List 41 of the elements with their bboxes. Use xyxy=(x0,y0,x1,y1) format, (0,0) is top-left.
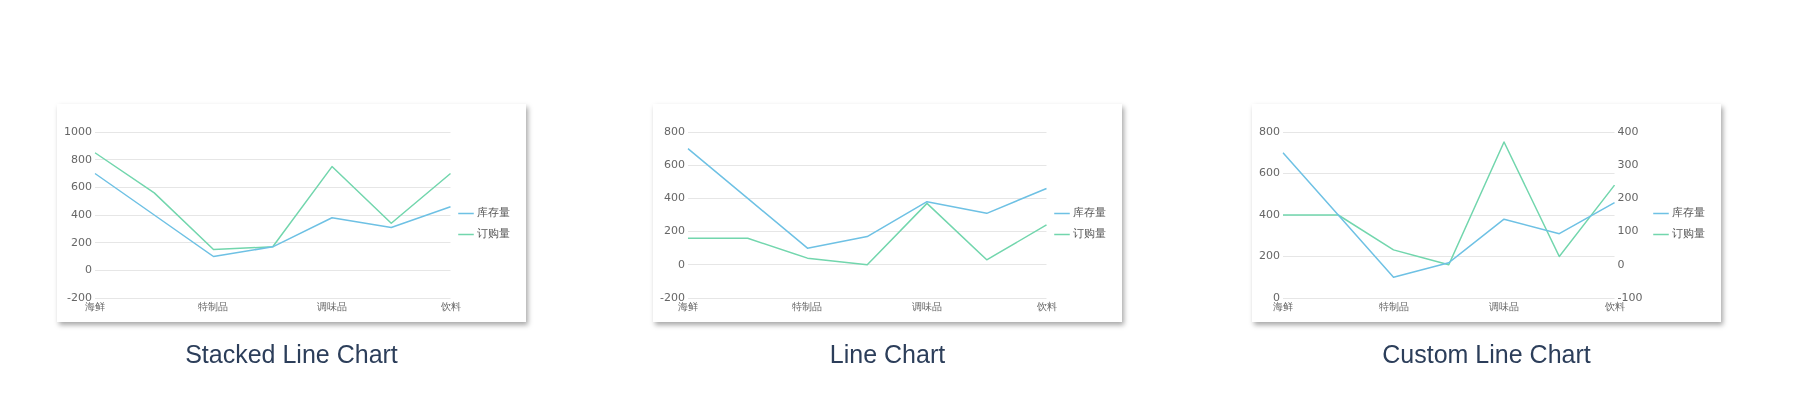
x-tick-label: 调味品 xyxy=(1489,300,1520,312)
y2-tick-label: 200 xyxy=(1617,191,1639,205)
x-tick-label: 特制品 xyxy=(792,300,823,312)
legend-label: 库存量 xyxy=(1672,206,1705,220)
text: Custom Line Chart xyxy=(1381,340,1592,369)
y-tick-label: 200 xyxy=(1259,249,1280,263)
x-tick-label: 饮料 xyxy=(1603,300,1625,312)
y-tick-label: 1000 xyxy=(63,124,92,138)
x-tick-label: 特制品 xyxy=(1378,300,1409,312)
y2-tick-label: 300 xyxy=(1617,158,1639,172)
x-tick-label: 饮料 xyxy=(1035,300,1057,312)
x-tick-label: 调味品 xyxy=(317,300,347,312)
text: Stacked Line Chart xyxy=(184,340,399,369)
y2-tick-label: 0 xyxy=(1617,257,1625,271)
y-tick-label: 600 xyxy=(70,180,92,194)
legend-label: 订购量 xyxy=(1672,227,1705,241)
x-tick-label: 海鲜 xyxy=(84,300,105,312)
legend-label: 库存量 xyxy=(1073,206,1106,220)
y-tick-label: 800 xyxy=(70,152,92,166)
y-tick-label: 400 xyxy=(1259,207,1280,221)
x-tick-label: 饮料 xyxy=(439,300,461,312)
y-tick-label: 0 xyxy=(677,257,685,271)
y-tick-label: 400 xyxy=(663,191,685,205)
y-tick-label: 200 xyxy=(663,224,685,238)
text: Line Chart xyxy=(828,340,947,369)
y-tick-label: 400 xyxy=(70,207,92,221)
x-tick-label: 海鲜 xyxy=(1273,300,1293,312)
y-tick-label: 600 xyxy=(663,158,685,172)
legend-label: 库存量 xyxy=(477,206,510,220)
legend-label: 订购量 xyxy=(1073,227,1106,241)
legend-label: 订购量 xyxy=(477,227,510,241)
x-tick-label: 特制品 xyxy=(198,300,229,312)
y-tick-label: 0 xyxy=(84,263,92,277)
y2-tick-label: 100 xyxy=(1617,224,1639,238)
y-tick-label: 800 xyxy=(1259,124,1280,138)
y-tick-label: 800 xyxy=(663,124,685,138)
y-tick-label: 600 xyxy=(1259,166,1280,180)
x-tick-label: 调味品 xyxy=(911,300,942,312)
y2-tick-label: 400 xyxy=(1617,124,1639,138)
y-tick-label: 200 xyxy=(70,235,92,249)
x-tick-label: 海鲜 xyxy=(677,300,698,312)
